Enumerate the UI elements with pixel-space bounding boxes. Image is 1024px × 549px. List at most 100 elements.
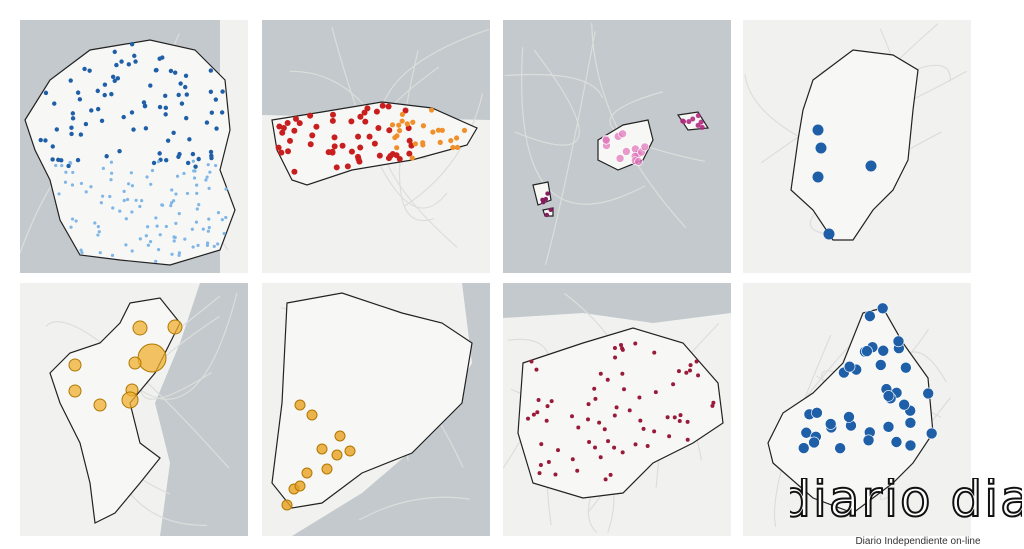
location-dot [43, 90, 49, 96]
location-dot [222, 231, 226, 236]
location-dot [808, 436, 820, 449]
location-dot [108, 194, 112, 199]
location-dot [597, 420, 602, 425]
location-dot [925, 427, 938, 440]
location-dot [612, 445, 617, 450]
location-dot [121, 114, 126, 120]
location-dot [618, 129, 627, 139]
location-dot [121, 391, 139, 409]
location-dot [385, 155, 392, 162]
road [591, 23, 687, 228]
location-dot [69, 125, 74, 130]
location-dot [178, 81, 183, 86]
logo-title: diario dia [790, 478, 1022, 528]
location-dot [593, 445, 598, 450]
location-dot [99, 118, 105, 123]
location-dot [309, 132, 316, 139]
location-dot [640, 142, 650, 152]
road [514, 49, 580, 146]
location-dot [149, 182, 153, 186]
location-dot [543, 196, 549, 202]
location-dot [797, 442, 810, 454]
location-dot [812, 124, 824, 136]
location-dot [68, 384, 82, 398]
location-dot [50, 144, 55, 149]
location-dot [535, 410, 540, 415]
location-dot [220, 218, 224, 222]
location-dot [154, 67, 159, 73]
location-dot [190, 227, 194, 231]
location-dot [861, 345, 873, 357]
location-dot [676, 369, 681, 374]
location-dot [193, 169, 197, 173]
location-dot [586, 417, 591, 422]
location-dot [54, 127, 60, 132]
location-dot [184, 115, 189, 121]
location-dot [129, 171, 133, 175]
location-dot [213, 97, 219, 102]
location-dot [685, 437, 690, 442]
location-dot [812, 171, 824, 183]
location-dot [126, 182, 131, 186]
sea-area [503, 283, 731, 323]
location-dot [652, 350, 657, 355]
region-outline [767, 307, 934, 514]
location-dot [220, 89, 225, 94]
location-dot [306, 409, 318, 421]
location-dot [598, 371, 603, 376]
location-dot [412, 141, 418, 147]
location-dot [307, 112, 314, 119]
location-dot [329, 117, 336, 124]
location-dot [205, 175, 209, 179]
location-dot [357, 113, 364, 120]
location-dot [142, 103, 148, 109]
location-dot [191, 159, 195, 163]
location-dot [602, 427, 607, 432]
location-dot [296, 120, 303, 127]
location-dot [376, 152, 383, 159]
location-dot [207, 186, 211, 191]
location-dot [190, 151, 196, 157]
location-dot [641, 426, 646, 431]
region-outline [24, 39, 236, 266]
location-dot [396, 128, 403, 134]
location-dot [677, 419, 682, 424]
location-dot [124, 243, 128, 247]
location-dot [301, 467, 313, 479]
location-dot [448, 137, 454, 144]
location-dot [331, 449, 343, 461]
location-dot [209, 155, 214, 161]
location-dot [192, 176, 197, 180]
location-dot [187, 137, 192, 142]
location-dot [115, 76, 121, 81]
location-dot [196, 156, 201, 162]
location-dot [70, 183, 75, 187]
location-dot [686, 119, 692, 125]
location-dot [278, 149, 285, 156]
location-dot [130, 249, 134, 253]
location-dot [379, 102, 386, 109]
location-dot [43, 138, 48, 143]
location-dot [593, 396, 598, 401]
location-dot [89, 108, 94, 113]
location-dot [904, 439, 917, 452]
location-dot [536, 397, 541, 402]
location-dot [637, 395, 642, 400]
location-dot [98, 251, 102, 255]
location-dot [435, 127, 442, 133]
location-dot [406, 137, 413, 144]
location-dot [569, 414, 574, 419]
location-dot [168, 68, 174, 74]
location-dot [169, 203, 173, 208]
location-dot [183, 237, 187, 241]
location-dot [154, 216, 158, 220]
location-dot [102, 82, 108, 87]
location-dot [334, 430, 346, 442]
location-dot [209, 110, 215, 115]
location-dot [208, 170, 212, 174]
location-dot [114, 62, 119, 68]
location-dot [325, 149, 332, 156]
location-dot [864, 310, 876, 322]
location-dot [696, 373, 701, 378]
logo: diario dia Diario Independiente on-line [790, 478, 1022, 547]
